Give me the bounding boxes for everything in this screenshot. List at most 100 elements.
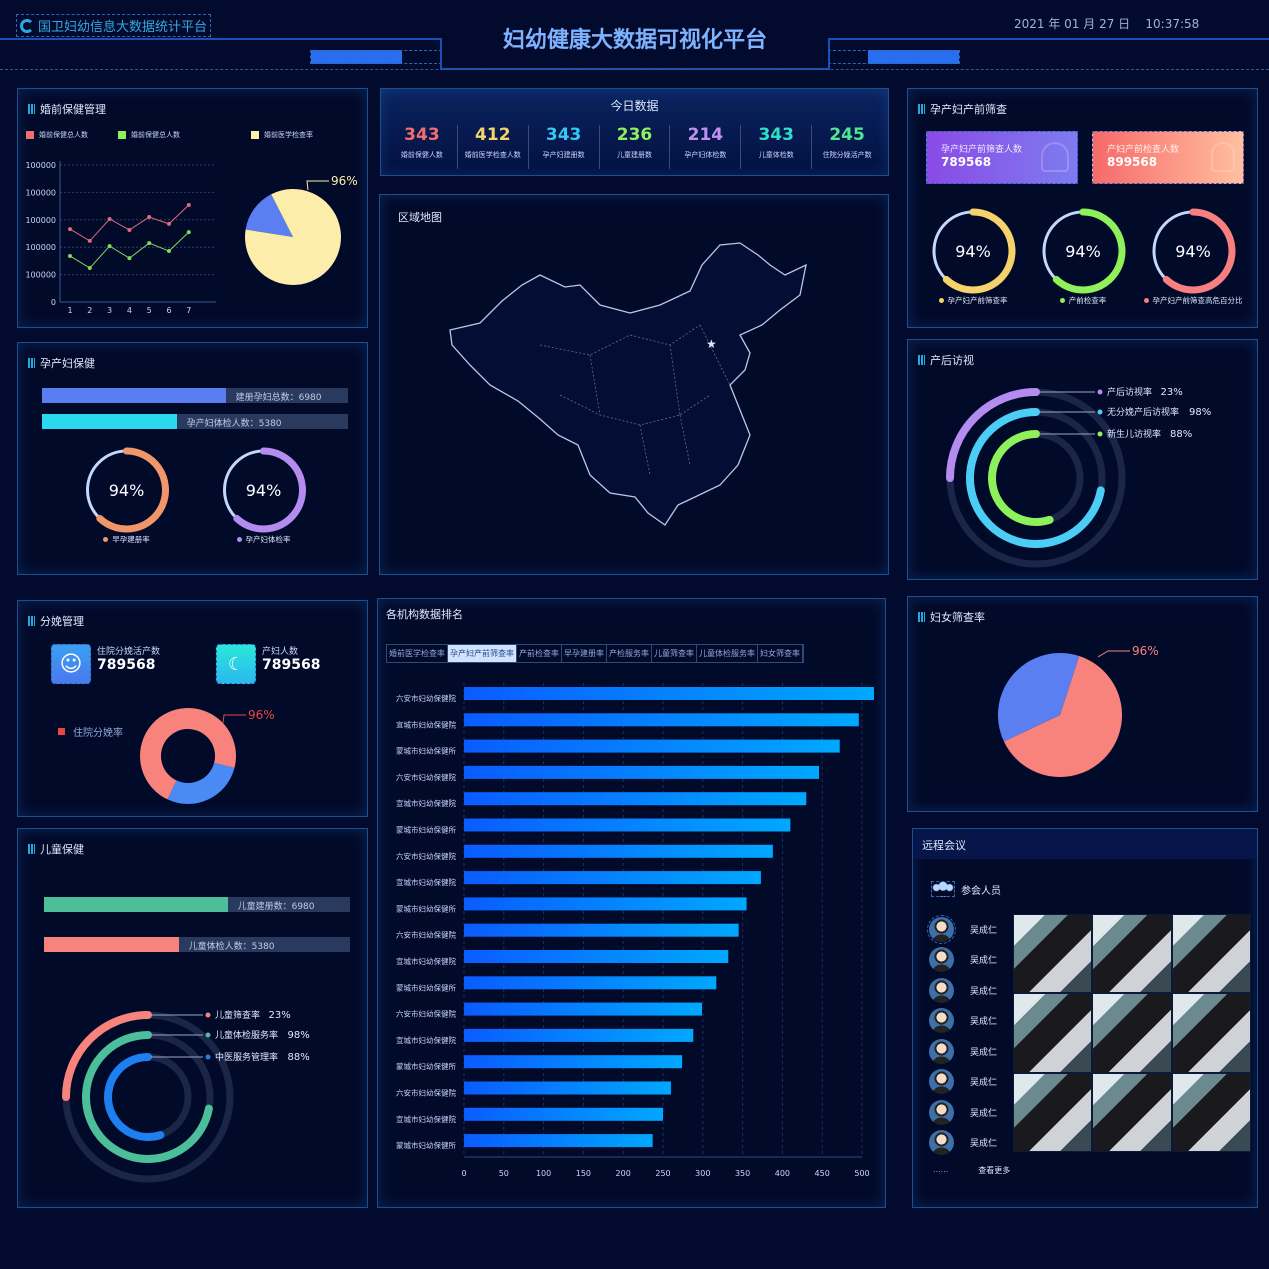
participant[interactable]: 吴成仁 <box>929 945 1014 976</box>
panel-title: 儿童保健 <box>28 841 84 857</box>
gauges: 94% 早孕建册率 94% 孕产妇体检率 <box>58 443 338 558</box>
tab-1[interactable]: 孕产妇产前筛查率 <box>448 645 517 662</box>
stat-label: 孕产妇建册数 <box>542 151 585 159</box>
header-deco-right <box>828 50 960 64</box>
participant-name: 吴成仁 <box>970 1047 998 1058</box>
participant[interactable]: 吴成仁 <box>929 1036 1014 1067</box>
ring-label: 新生儿访视率 <box>1107 428 1161 440</box>
progress-label: 孕产妇体检人数：5380 <box>186 419 282 429</box>
tab-5[interactable]: 儿童筛查率 <box>652 645 697 662</box>
gauge-ring: 94% <box>1042 208 1126 294</box>
video-tile[interactable] <box>1092 993 1172 1073</box>
tab-0[interactable]: 婚前医学检查率 <box>387 645 448 662</box>
progress-fill <box>44 897 228 912</box>
panel-map: 区域地图 ★ <box>379 194 889 575</box>
bar <box>464 950 729 963</box>
tab-6[interactable]: 儿童体检服务率 <box>697 645 758 662</box>
category-label: 蒙城市妇幼保健所 <box>396 746 456 756</box>
legend-dot <box>1143 298 1149 303</box>
video-tile[interactable] <box>1013 993 1093 1073</box>
legend-item: 住院分娩率 <box>58 724 123 739</box>
progress-bar: 儿童建册数：6980 <box>44 897 350 912</box>
video-tile[interactable] <box>1092 914 1172 994</box>
bars-icon <box>28 844 35 854</box>
logo-icon <box>20 18 34 33</box>
progress-bar: 建册孕妇总数：6980 <box>42 388 348 403</box>
data-point <box>68 253 72 258</box>
more-row[interactable]: ...... 查看更多 <box>933 1165 1010 1176</box>
ring-value: 88% <box>288 1052 310 1063</box>
progress-fill <box>42 414 177 429</box>
category-label: 六安市妇幼保健院 <box>396 772 456 782</box>
video-tile[interactable] <box>1013 1072 1093 1152</box>
gauge-value: 94% <box>1065 242 1101 261</box>
avatar <box>927 914 956 944</box>
video-tile[interactable] <box>1171 914 1251 994</box>
gauge-ring: 94% <box>86 447 169 533</box>
avatar <box>929 947 954 973</box>
data-point <box>87 238 92 243</box>
logo-text: 国卫妇幼信息大数据统计平台 <box>38 20 208 35</box>
stat-label: 住院分娩活产数 <box>97 647 161 657</box>
header-deco-left <box>310 50 442 64</box>
user-icon <box>1211 142 1235 172</box>
page-title: 妇幼健康大数据可视化平台 <box>502 28 767 53</box>
participant[interactable]: 吴成仁 <box>929 1128 1014 1159</box>
category-label: 蒙城市妇幼保健所 <box>396 825 456 835</box>
stat-value: 245 <box>829 125 865 145</box>
ring-label: 无分娩产后访视率 <box>1107 406 1179 418</box>
legend-label: 住院分娩率 <box>73 728 123 739</box>
avatar <box>929 977 954 1003</box>
bar <box>464 1107 663 1121</box>
bars-icon <box>28 104 35 114</box>
ring-value: 23% <box>1161 387 1183 398</box>
participant-name: 吴成仁 <box>970 1078 998 1089</box>
participant[interactable]: 吴成仁 <box>927 914 1014 945</box>
tab-3[interactable]: 早孕建册率 <box>562 645 607 662</box>
category-label: 宣城市妇幼保健院 <box>396 1035 456 1045</box>
series-line <box>69 204 190 242</box>
legend-label: 婚前保健总人数 <box>131 131 180 139</box>
participant[interactable]: 吴成仁 <box>929 975 1014 1006</box>
gauge: 94% 产前检查率 <box>1028 204 1138 319</box>
title-text: 妇女筛查率 <box>930 611 985 624</box>
legend-dot <box>938 298 944 303</box>
x-tick-label: 6 <box>166 306 171 315</box>
panel-title: 产后访视 <box>918 352 974 368</box>
china-map[interactable]: ★ <box>440 235 820 535</box>
stat-label: 儿童建册数 <box>617 151 652 159</box>
progress-bar: 儿童体检人数：5380 <box>44 937 350 952</box>
participant[interactable]: 吴成仁 <box>929 1067 1014 1098</box>
ring-value: 98% <box>1189 407 1211 418</box>
stat-value: 343 <box>545 125 582 145</box>
gauge-label: 孕产妇体检率 <box>245 535 291 544</box>
label-leader <box>1097 650 1130 658</box>
participant-name: 吴成仁 <box>970 1017 998 1028</box>
panel-title: 孕产妇产前筛查 <box>918 101 1007 117</box>
bar <box>464 871 761 885</box>
participant-list: 吴成仁 吴成仁 吴成仁 吴成仁 吴成仁 吴成仁 吴成仁 吴成仁 <box>927 914 1014 1159</box>
card-label: 孕产妇产前筛查人数 <box>941 145 1023 155</box>
legend-dot <box>205 1054 211 1060</box>
participant[interactable]: 吴成仁 <box>929 1097 1014 1128</box>
map-outline <box>449 242 807 526</box>
today-stat: 343 孕产妇建册数 <box>527 125 599 169</box>
tab-7[interactable]: 妇女筛查率 <box>758 645 803 662</box>
stat-card: 产妇产前检查人数 899568 <box>1092 131 1244 184</box>
video-tile[interactable] <box>1171 1072 1251 1152</box>
tab-2[interactable]: 产前检查率 <box>517 645 562 662</box>
participant[interactable]: 吴成仁 <box>929 1006 1014 1037</box>
legend-dot <box>236 537 242 542</box>
x-tick-label: 500 <box>854 1169 869 1178</box>
avatar <box>929 1099 954 1125</box>
category-label: 六安市妇幼保健院 <box>396 1088 456 1098</box>
video-tile[interactable] <box>1092 1072 1172 1152</box>
view-more-link[interactable]: 查看更多 <box>978 1166 1011 1175</box>
gauge-label: 孕产妇产前筛查高危百分比 <box>1152 296 1243 305</box>
video-tile[interactable] <box>1013 914 1093 994</box>
meeting-header <box>913 829 1257 859</box>
tab-4[interactable]: 产检服务率 <box>607 645 652 662</box>
bar <box>464 1028 694 1042</box>
baby-face-icon: ☺ <box>51 644 91 684</box>
video-tile[interactable] <box>1171 993 1251 1073</box>
